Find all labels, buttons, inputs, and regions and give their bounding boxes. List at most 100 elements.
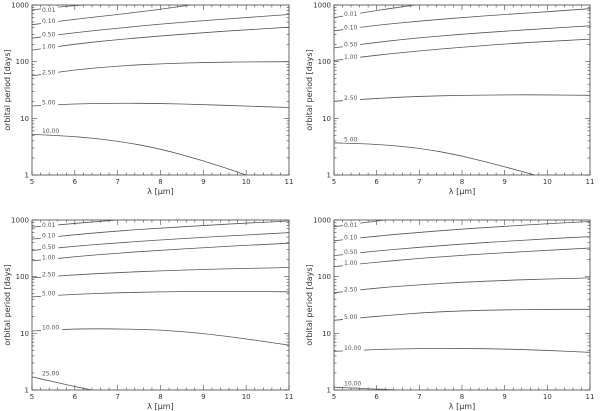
x-axis-title: λ [μm]: [449, 187, 475, 196]
y-tick-label: 1: [327, 172, 331, 180]
contour-group: 0.01 0.10 0.50 1.00 2.50 5.00: [334, 5, 590, 175]
x-tick-label: 8: [158, 393, 162, 401]
y-tick-label: 1: [25, 172, 29, 180]
contour-label-bg: [41, 127, 62, 135]
contour-label: 0.50: [42, 244, 56, 251]
y-tick-label: 1000: [313, 217, 331, 225]
contour-label: 0.10: [42, 233, 56, 240]
contour-label-bg: [41, 289, 59, 297]
y-tick-label: 10: [20, 330, 29, 338]
contour-line: [334, 277, 590, 294]
y-tick-label: 100: [16, 273, 29, 281]
contour-label-bg: [343, 94, 361, 102]
contour-label-bg: [343, 248, 361, 256]
contour-label: 10.00: [344, 345, 361, 352]
x-tick-label: 7: [115, 178, 119, 186]
contour-label: 5.00: [42, 100, 56, 107]
x-tick-label: 11: [586, 178, 595, 186]
contour-label: 10.00: [42, 128, 59, 135]
x-tick-label: 9: [502, 178, 506, 186]
contour-line: [334, 348, 590, 353]
x-tick-label: 10: [242, 178, 251, 186]
contour-line: [334, 386, 399, 390]
x-tick-label: 9: [201, 393, 205, 401]
y-axis-title: orbital period [days]: [3, 49, 12, 130]
contour-line: [32, 290, 289, 298]
x-tick-label: 10: [242, 393, 251, 401]
contour-label-bg: [343, 10, 361, 18]
contour-label-bg: [41, 253, 59, 261]
x-tick-label: 5: [30, 393, 34, 401]
contour-label: 1.00: [344, 54, 358, 61]
x-tick-label: 6: [73, 393, 78, 401]
contour-label: 1.00: [42, 44, 56, 51]
contour-line: [32, 134, 247, 175]
contour-label-bg: [343, 285, 361, 293]
contour-label-bg: [343, 233, 361, 241]
contour-line: [334, 25, 590, 49]
contour-label-bg: [343, 53, 361, 61]
contour-line: [334, 236, 590, 256]
x-tick-label: 8: [460, 178, 464, 186]
contour-label: 10.00: [42, 324, 59, 331]
contour-group: 0.01 0.10 0.50 1.00 2.50 5.00 10.00 25.00: [32, 220, 289, 390]
contour-line: [334, 247, 590, 268]
contour-line: [32, 61, 289, 77]
contour-label-bg: [41, 31, 59, 39]
contour-label-bg: [41, 243, 59, 251]
contour-line: [334, 94, 590, 102]
contour-label: 2.50: [42, 271, 56, 278]
x-tick-label: 10: [543, 178, 552, 186]
contour-line: [334, 308, 590, 321]
contour-label: 2.50: [344, 286, 358, 293]
y-axis-title: orbital period [days]: [3, 264, 12, 345]
contour-label: 1.00: [344, 260, 358, 267]
contour-label-bg: [343, 135, 361, 143]
contour-label: 0.50: [344, 41, 358, 48]
contour-label: 0.10: [42, 18, 56, 25]
y-tick-label: 100: [16, 58, 29, 66]
contour-label: 25.00: [42, 370, 59, 377]
x-tick-label: 8: [158, 178, 162, 186]
contour-label: 5.00: [344, 136, 358, 143]
contour-label: 0.10: [344, 234, 358, 241]
x-tick-label: 5: [332, 393, 336, 401]
contour-label: 0.01: [42, 222, 56, 229]
x-tick-label: 5: [30, 178, 34, 186]
x-tick-label: 7: [417, 178, 421, 186]
y-tick-label: 10: [322, 115, 331, 123]
x-tick-label: 11: [285, 178, 294, 186]
x-axis-title: λ [μm]: [147, 402, 173, 411]
contour-label-bg: [343, 380, 364, 388]
y-axis-title: orbital period [days]: [305, 49, 314, 130]
contour-label-bg: [41, 270, 59, 278]
contour-label: 5.00: [42, 290, 56, 297]
x-tick-label: 6: [73, 178, 78, 186]
y-tick-label: 1000: [11, 2, 29, 10]
contour-label-bg: [343, 344, 364, 352]
contour-line: [334, 142, 535, 175]
contour-line: [32, 267, 289, 279]
contour-label-bg: [343, 40, 361, 48]
y-tick-label: 100: [318, 58, 331, 66]
x-tick-label: 9: [502, 393, 506, 401]
y-tick-label: 1: [25, 387, 29, 395]
x-tick-label: 11: [586, 393, 595, 401]
contour-line: [32, 26, 289, 51]
contour-label-bg: [343, 259, 361, 267]
contour-label: 0.01: [42, 7, 56, 14]
contour-line: [334, 8, 590, 32]
contour-label-bg: [41, 99, 59, 107]
x-tick-label: 5: [332, 178, 336, 186]
plot-frame: [333, 4, 591, 176]
y-tick-label: 10: [322, 330, 331, 338]
contour-line: [32, 242, 289, 262]
contour-label-bg: [41, 6, 59, 14]
x-tick-label: 8: [460, 393, 464, 401]
contour-label: 10.00: [344, 381, 361, 388]
y-tick-label: 1: [327, 387, 331, 395]
